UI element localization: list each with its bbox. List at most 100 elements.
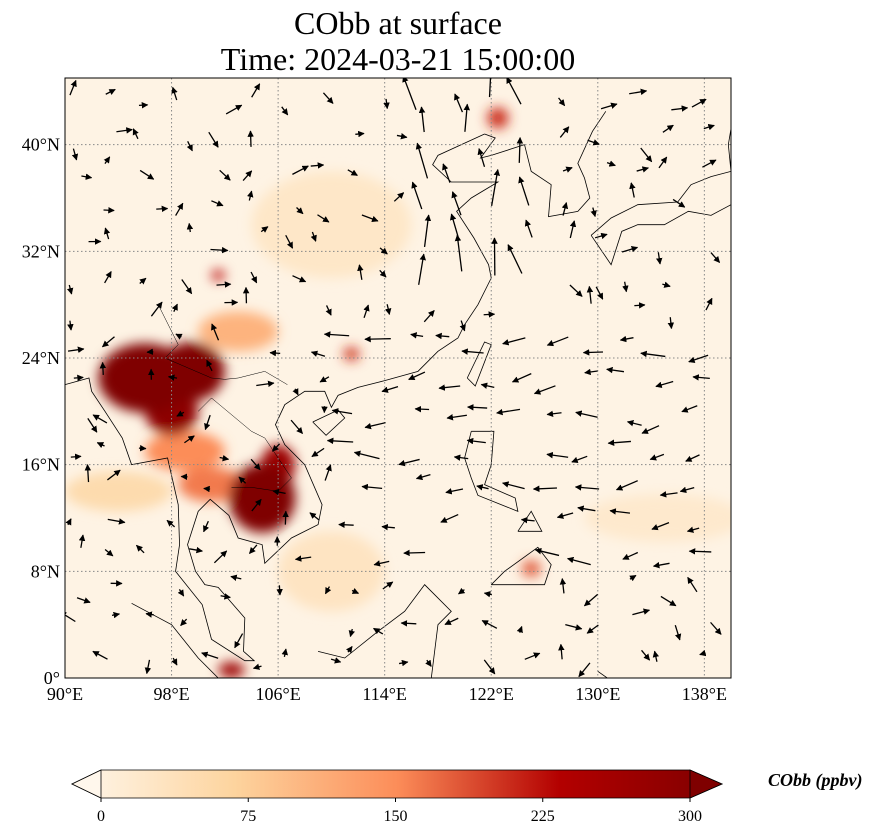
wind-arrow: [688, 548, 712, 555]
wind-arrow: [438, 384, 461, 391]
wind-arrow: [171, 86, 178, 101]
wind-arrow: [546, 336, 569, 347]
wind-arrow: [652, 650, 660, 662]
wind-arrow: [571, 455, 588, 463]
wind-arrow: [136, 544, 145, 554]
wind-arrow: [533, 385, 556, 395]
wind-arrow: [566, 556, 591, 566]
wind-arrow: [595, 286, 604, 300]
coastline: [464, 430, 519, 512]
wind-arrow: [467, 404, 488, 411]
wind-arrow: [640, 350, 666, 358]
wind-arrow: [294, 555, 312, 562]
wind-arrow: [167, 374, 178, 381]
wind-arrow: [145, 611, 154, 618]
wind-arrow: [281, 648, 289, 658]
wind-arrow: [502, 481, 525, 490]
wind-arrow: [558, 643, 565, 660]
wind-arrow: [466, 437, 486, 445]
wind-arrow: [577, 505, 596, 512]
wind-arrow: [562, 166, 573, 173]
wind-arrow: [184, 435, 195, 444]
wind-arrow: [230, 574, 242, 581]
colorbar-label: CObb (ppbv): [768, 770, 863, 790]
wind-arrow: [92, 414, 108, 424]
wind-arrow: [636, 166, 649, 173]
wind-arrow: [96, 442, 105, 449]
wind-arrow: [583, 593, 599, 607]
wind-arrow: [201, 651, 219, 659]
wind-arrow: [65, 611, 76, 623]
wind-arrow: [281, 106, 289, 116]
wind-arrow: [396, 133, 408, 140]
wind-arrow: [219, 454, 230, 462]
map-frame: [64, 77, 732, 679]
wind-arrow: [607, 439, 631, 446]
wind-arrow: [575, 410, 598, 418]
wind-arrow: [225, 104, 243, 115]
wind-arrow: [139, 169, 155, 180]
wind-arrow: [319, 376, 330, 383]
wind-arrow: [76, 597, 91, 604]
wind-arrow: [442, 163, 451, 183]
wind-arrow: [260, 226, 269, 233]
wind-arrow: [483, 659, 496, 675]
wind-arrow: [381, 523, 395, 531]
wind-arrow: [606, 160, 616, 167]
wind-arrow: [461, 348, 484, 355]
wind-arrow: [186, 141, 193, 152]
wind-arrow: [710, 621, 722, 635]
wind-arrow: [373, 560, 390, 567]
wind-arrow: [520, 516, 535, 524]
wind-arrow: [248, 544, 258, 554]
lon-tick-label: 130°E: [575, 684, 620, 704]
wind-arrow: [586, 285, 594, 304]
wind-arrow: [317, 214, 330, 223]
wind-arrow: [132, 128, 139, 140]
wind-arrow: [251, 83, 261, 98]
wind-arrow: [348, 628, 355, 638]
wind-arrow: [502, 337, 526, 346]
wind-arrow: [285, 234, 294, 249]
concentration-hotspot: [158, 342, 225, 401]
wind-arrow: [70, 453, 82, 461]
wind-arrow: [681, 405, 698, 413]
coastline: [524, 111, 607, 218]
wind-arrow: [324, 464, 332, 481]
wind-arrow: [483, 311, 496, 318]
wind-arrow: [453, 454, 469, 461]
wind-arrow: [662, 281, 671, 288]
wind-arrow: [629, 88, 648, 96]
concentration-hotspot: [211, 270, 225, 281]
wind-arrow: [483, 591, 493, 598]
wind-arrow: [364, 422, 386, 430]
wind-arrow: [220, 593, 231, 600]
wind-arrow: [219, 169, 231, 181]
colorbar-tick-label: 75: [240, 808, 256, 825]
wind-arrow: [104, 270, 112, 284]
wind-arrow: [559, 578, 567, 594]
wind-arrow: [66, 284, 74, 295]
wind-arrow: [649, 453, 665, 461]
wind-arrow: [208, 131, 219, 148]
wind-arrow: [655, 380, 674, 388]
coastline: [479, 133, 525, 159]
wind-arrow: [325, 305, 332, 316]
wind-arrow: [451, 191, 462, 216]
wind-arrow: [73, 374, 84, 382]
wind-arrow: [569, 284, 583, 297]
wind-arrow: [103, 156, 111, 165]
coastlines: [65, 111, 731, 678]
wind-arrow: [330, 657, 342, 664]
wind-arrow: [691, 98, 707, 108]
wind-arrow: [490, 169, 501, 206]
wind-arrow: [410, 332, 424, 339]
wind-arrow: [150, 301, 163, 317]
wind-arrow: [459, 320, 466, 332]
wind-arrow: [476, 484, 489, 491]
wind-arrow: [384, 304, 392, 316]
wind-arrow: [582, 349, 603, 356]
wind-arrow: [116, 127, 133, 134]
lat-tick-label: 16°N: [22, 455, 60, 475]
